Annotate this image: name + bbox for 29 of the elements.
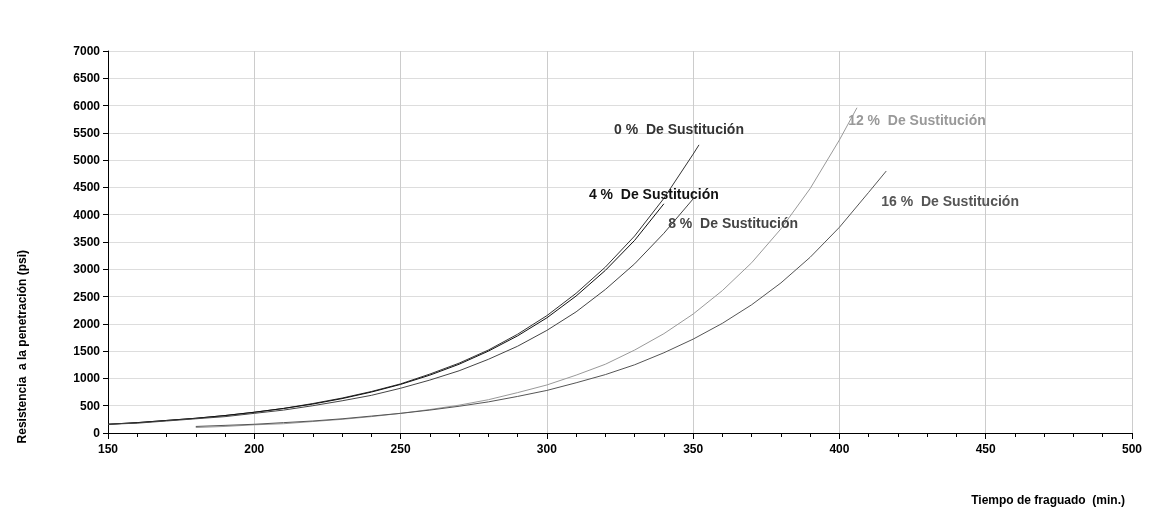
y-tick-label: 500 (79, 398, 101, 413)
y-tick-label: 0 (93, 426, 101, 440)
x-tick-label: 300 (536, 442, 558, 456)
series-label: 16 % De Sustitución (881, 193, 1019, 210)
x-tick-label: 350 (683, 442, 704, 456)
y-tick-label: 3000 (73, 262, 101, 277)
series-label: 12 % De Sustitución (848, 111, 986, 128)
y-tick-label: 6500 (73, 71, 101, 86)
y-tick-label: 5000 (73, 153, 101, 168)
x-tick-label: 500 (1121, 442, 1143, 456)
y-tick-label: 3500 (73, 235, 101, 249)
y-tick-label: 6000 (73, 98, 101, 113)
y-tick-label: 5500 (73, 125, 101, 140)
y-tick-label: 4000 (73, 207, 101, 222)
y-tick-label: 7000 (73, 44, 101, 58)
x-tick-label: 250 (390, 442, 411, 456)
y-tick-label: 2000 (73, 316, 101, 331)
x-tick-label: 200 (244, 442, 265, 456)
y-tick-label: 4500 (73, 180, 101, 195)
x-tick-label: 400 (829, 442, 850, 456)
y-tick-label: 1000 (73, 371, 101, 386)
x-axis-title: Tiempo de fraguado (min.) (971, 493, 1126, 507)
x-tick-label: 150 (97, 442, 119, 456)
y-tick-label: 2500 (73, 289, 101, 304)
y-axis-title: Resistencia a la penetración (psi) (15, 249, 29, 444)
series-label: 0 % De Sustitución (614, 120, 744, 137)
series-label: 4 % De Sustitución (588, 185, 719, 202)
x-tick-label: 450 (975, 442, 997, 456)
y-tick-label: 1500 (73, 344, 101, 359)
